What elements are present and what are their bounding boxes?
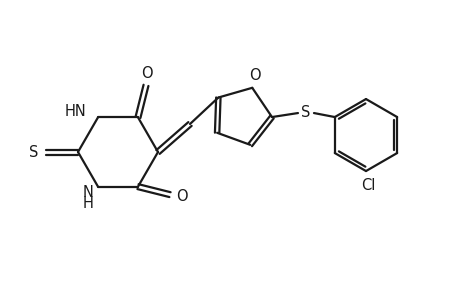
Text: HN: HN: [64, 104, 86, 119]
Text: S: S: [301, 104, 310, 119]
Text: O: O: [249, 68, 261, 83]
Text: Cl: Cl: [360, 178, 375, 193]
Text: N: N: [83, 185, 94, 200]
Text: O: O: [141, 66, 152, 81]
Text: H: H: [83, 196, 94, 211]
Text: O: O: [176, 189, 187, 204]
Text: S: S: [29, 145, 39, 160]
